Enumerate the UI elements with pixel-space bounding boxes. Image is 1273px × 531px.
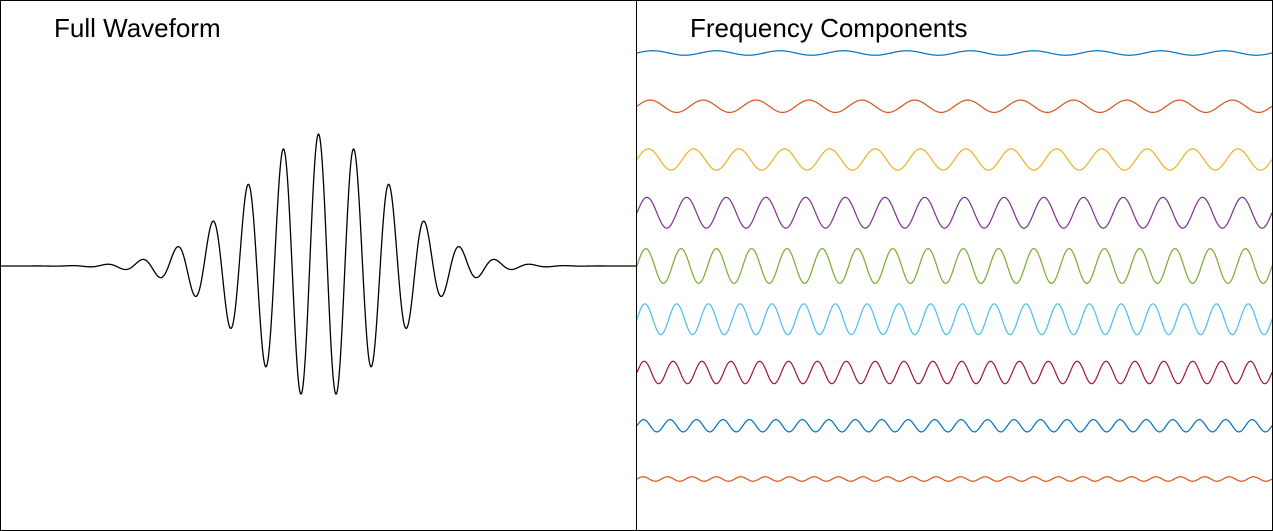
component-line-2 — [637, 99, 1272, 114]
component-line-7 — [637, 360, 1272, 385]
component-line-6 — [637, 303, 1272, 336]
frequency-components-title: Frequency Components — [690, 13, 968, 43]
frequency-components-plot — [637, 50, 1272, 482]
frequency-components-panel: Frequency Components — [636, 0, 1273, 531]
waveform-line — [1, 133, 636, 395]
component-line-3 — [637, 148, 1272, 171]
component-line-9 — [637, 476, 1272, 482]
component-line-8 — [637, 419, 1272, 433]
full-waveform-plot — [1, 133, 636, 395]
component-line-1 — [637, 50, 1272, 56]
full-waveform-panel: Full Waveform — [0, 0, 637, 531]
full-waveform-title: Full Waveform — [54, 13, 221, 43]
component-line-4 — [637, 196, 1272, 229]
component-line-5 — [637, 248, 1272, 284]
